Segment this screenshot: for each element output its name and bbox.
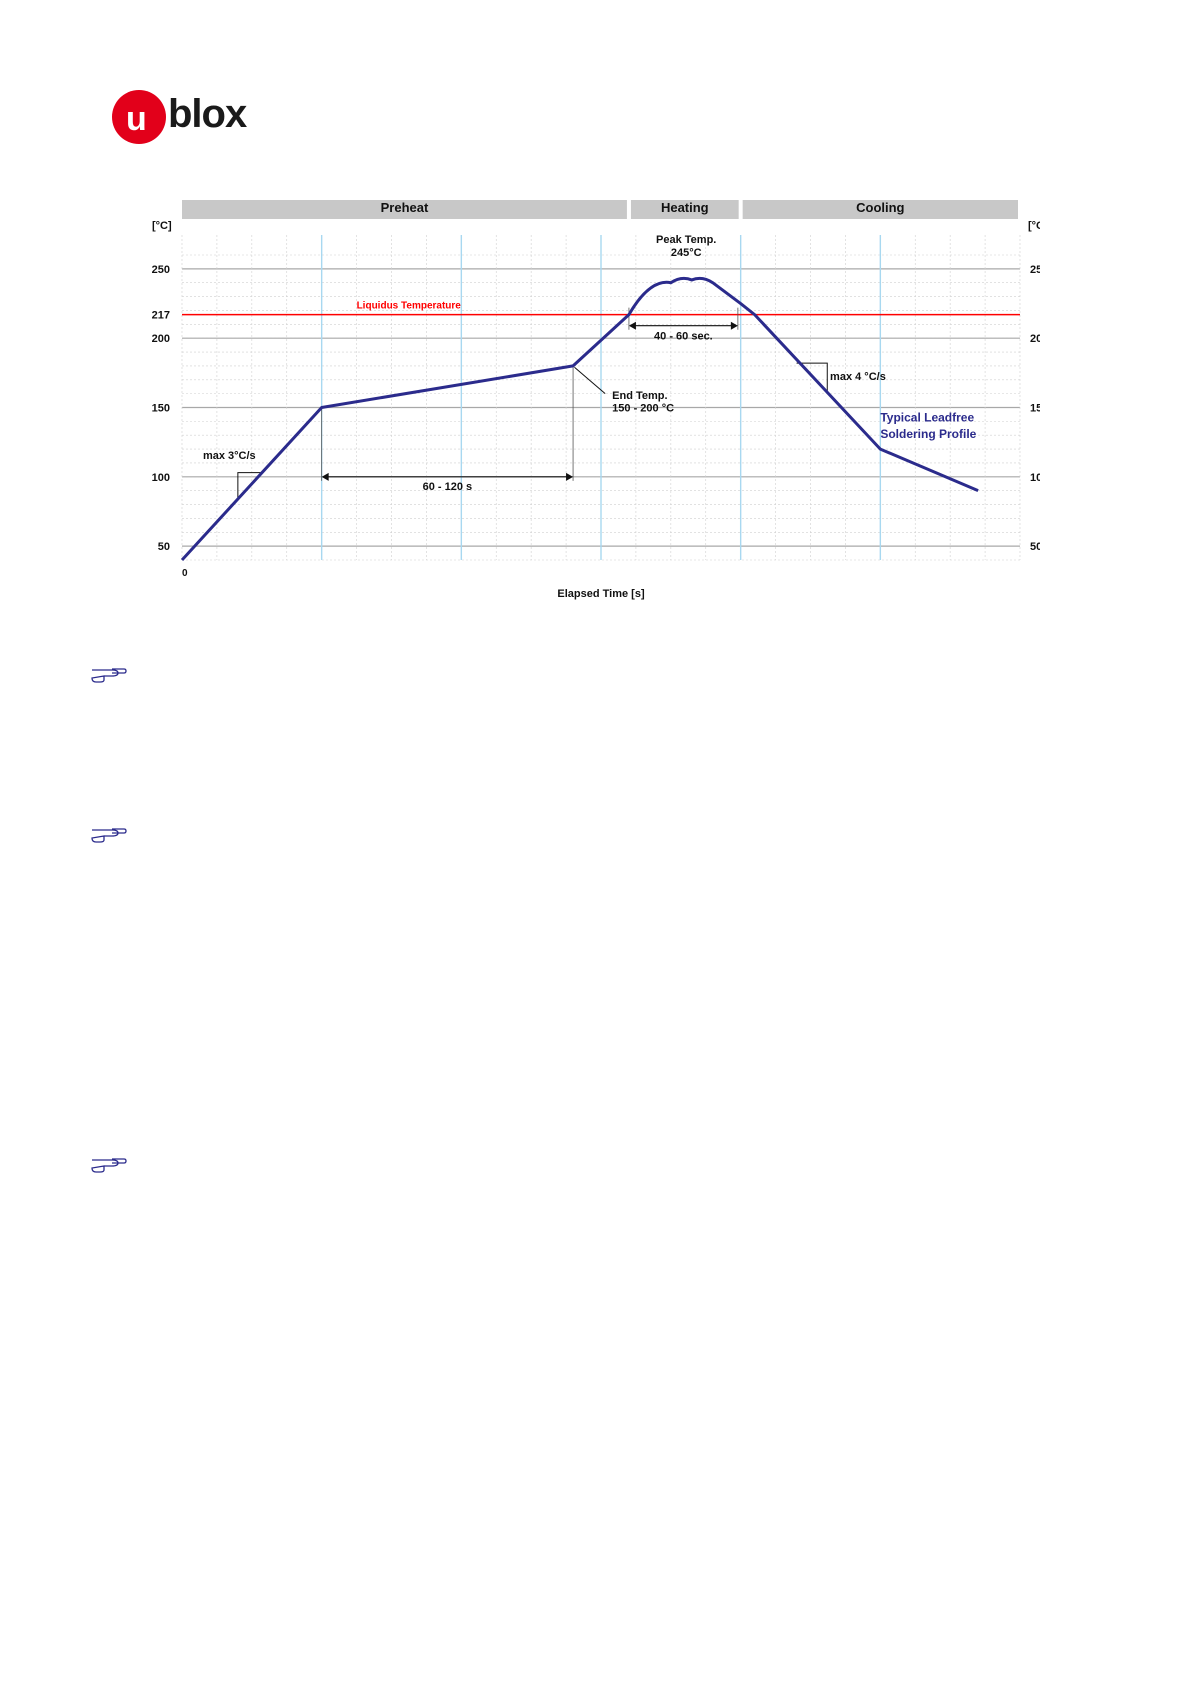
y-tick-label-left: 150 [152,403,170,415]
logo-letter: u [126,100,147,138]
profile-curve [180,276,979,562]
ublox-logo: u blox [112,88,272,144]
phase-label: Preheat [381,200,429,215]
arrow-head-left [628,321,636,330]
ramp-down-marker [796,362,828,391]
liquidus-label: Liquidus Temperature [357,301,462,312]
phase-header: Preheat Heating Cooling [182,200,1018,219]
reflow-profile-chart: Preheat Heating Cooling [°C] [°C] 50 100 150 20… [152,200,1040,600]
chart-axes: [°C] [°C] 50 100 150 200 217 250 50 100 150 200 250 0… [152,220,1040,600]
phase-band [182,200,627,219]
peak-temp-label: Peak Temp. [656,234,716,246]
chart-annotations: Liquidus Temperature max 3°C/s 60 - 120 s E… [182,234,1020,498]
arrow-head-left [321,472,329,481]
y-tick-label-left: 100 [152,472,170,484]
end-temp-label: End Temp. [612,390,667,402]
y-tick-label-right: 150 [1030,403,1040,415]
ramp-up-label: max 3°C/s [203,450,256,462]
profile-label-1: Typical Leadfree [880,410,974,424]
pointing-hand-icon [91,1158,127,1173]
liquidus-duration-label: 40 - 60 sec. [654,331,713,343]
y-tick-label-right: 250 [1030,264,1040,276]
arrow-head-right [730,321,738,330]
profile-label-2: Soldering Profile [880,427,976,441]
y-tick-label-left: 200 [152,333,170,345]
ramp-up-marker [237,472,264,498]
peak-temp-value: 245°C [671,247,702,259]
y-tick-label-right: 100 [1030,472,1040,484]
chart-grid [181,235,1021,561]
phase-band [742,200,1018,219]
profile-curve-group [180,276,979,562]
y-tick-label-right: 200 [1030,333,1040,345]
pointing-hand-icon [91,668,127,683]
ramp-down-label: max 4 °C/s [830,371,886,383]
y-tick-label-right: 50 [1030,541,1040,553]
logo-dot: u [112,90,166,144]
x-tick-label: 0 [182,568,188,579]
phase-label: Cooling [856,200,904,215]
y-tick-label-left: 217 [152,310,170,322]
y-unit-label-left: [°C] [152,220,172,232]
end-temp-range-label: 150 - 200 °C [612,403,674,415]
end-temp-pointer [574,366,606,395]
phase-label: Heating [661,200,709,215]
y-tick-label-left: 50 [158,541,170,553]
y-tick-label-left: 250 [152,264,170,276]
arrow-head-right [566,472,574,481]
x-axis-label: Elapsed Time [s] [557,588,645,600]
preheat-duration-label: 60 - 120 s [423,481,473,493]
pointing-hand-icon [91,828,127,843]
phase-band [630,200,739,219]
logo-wordmark: blox [168,92,247,136]
y-unit-label-right: [°C] [1028,220,1040,232]
